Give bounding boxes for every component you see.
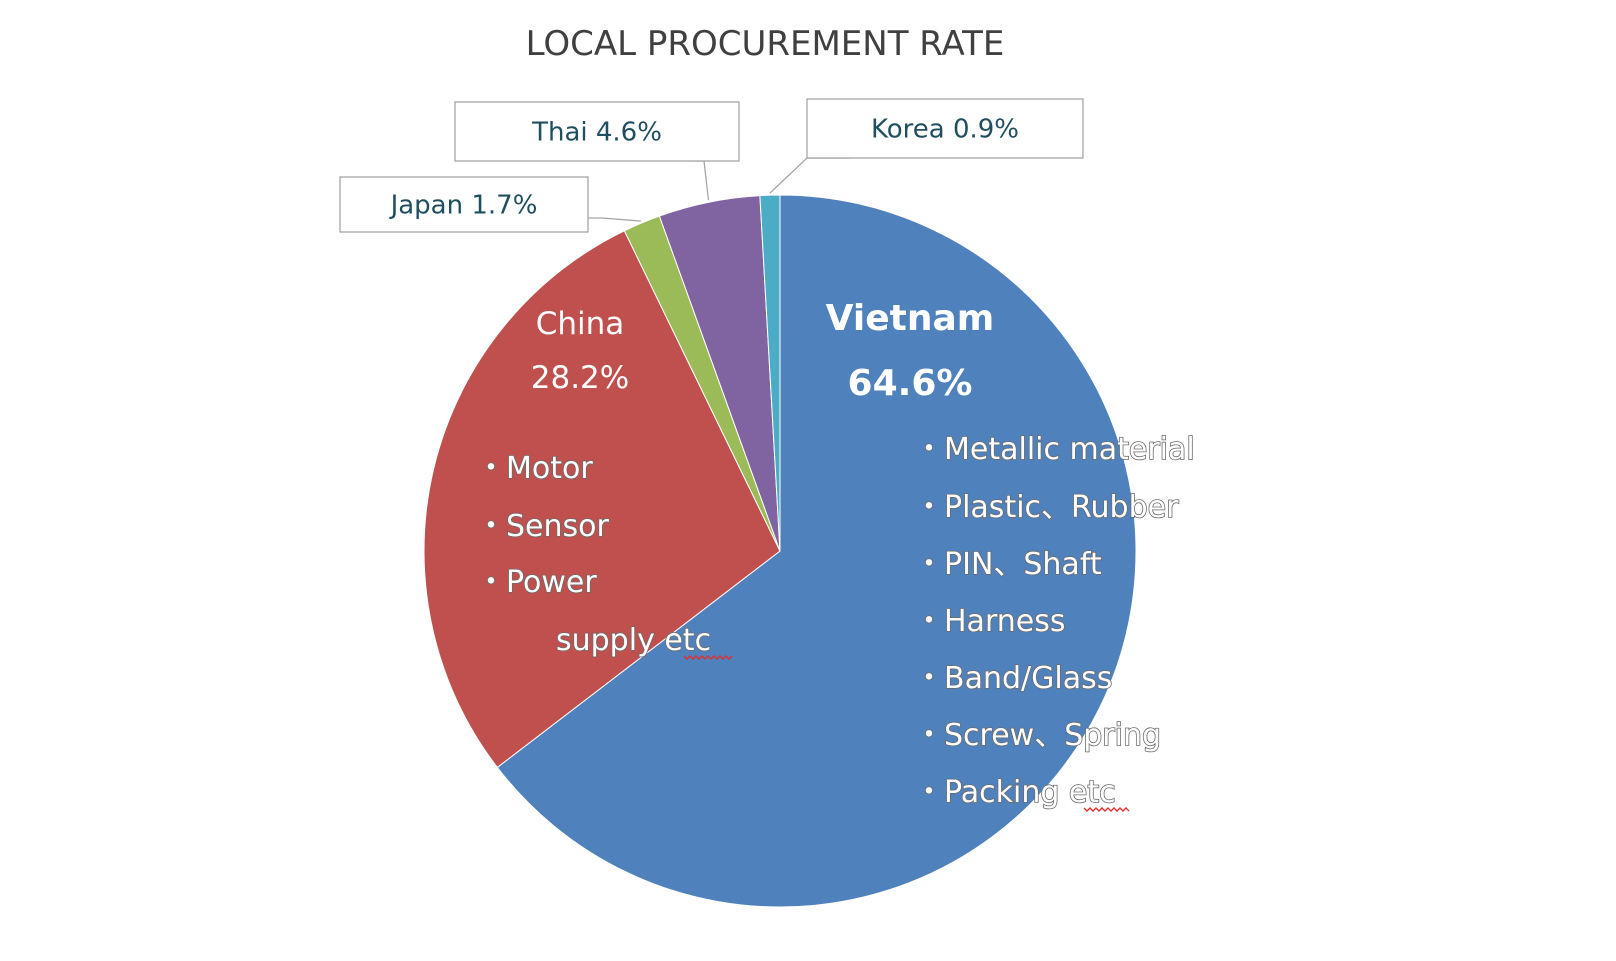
vietnam-item-band: ・Band/Glass (914, 661, 1112, 696)
pie-slice-vietnam (496, 194, 1137, 908)
china-item-motor: ・Motor (476, 451, 593, 486)
vietnam-item-packing: ・Packing etc (914, 775, 1116, 810)
callout-box-korea (806, 98, 1084, 159)
vietnam-slice-value: 64.6% (848, 363, 973, 404)
callout-box-japan (339, 176, 589, 233)
spellcheck-underline (683, 655, 733, 660)
callout-box-thai (454, 101, 740, 162)
callout-label-japan: Japan 1.7% (389, 191, 538, 221)
china-slice-value: 28.2% (531, 360, 629, 396)
vietnam-item-screw: ・Screw、Spring (914, 718, 1161, 753)
china-item-power: ・Power (476, 565, 597, 600)
vietnam-item-pin: ・PIN、Shaft (914, 547, 1102, 582)
pie-slice-china (423, 230, 781, 769)
vietnam-item-metallic: ・Metallic material (914, 432, 1195, 467)
china-item-sensor: ・Sensor (476, 509, 609, 544)
callout-leader-japan (588, 217, 641, 222)
callouts: Japan 1.7% Thai 4.6% Korea 0.9% (339, 98, 1084, 233)
vietnam-slice-name: Vietnam (826, 298, 995, 339)
vietnam-item-plastic: ・Plastic、Rubber (914, 490, 1179, 525)
spellcheck-underline (1083, 807, 1130, 812)
china-item-supply: supply etc (556, 623, 711, 658)
china-slice-name: China (536, 306, 625, 342)
vietnam-item-harness: ・Harness (914, 604, 1065, 639)
pie-slice-korea (759, 194, 781, 552)
callout-leader-korea (769, 157, 851, 194)
pie-slices (423, 194, 1137, 908)
callout-label-thai: Thai 4.6% (531, 118, 662, 148)
callout-leader-thai (689, 160, 710, 201)
callout-label-korea: Korea 0.9% (871, 115, 1019, 145)
chart-title: LOCAL PROCUREMENT RATE (526, 24, 1005, 64)
